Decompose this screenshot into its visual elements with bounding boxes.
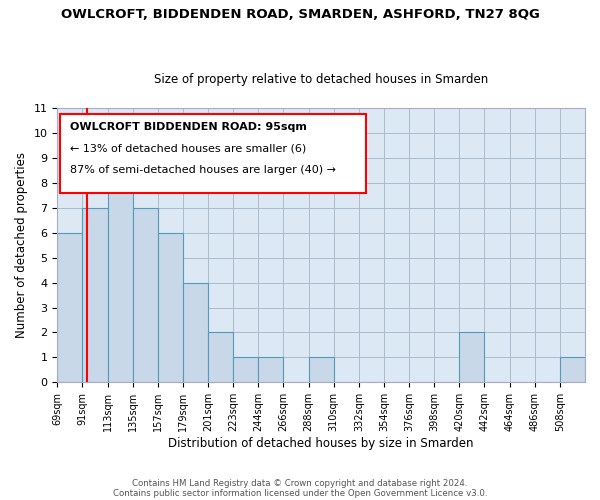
Bar <box>133 208 158 382</box>
Title: Size of property relative to detached houses in Smarden: Size of property relative to detached ho… <box>154 73 488 86</box>
Y-axis label: Number of detached properties: Number of detached properties <box>15 152 28 338</box>
Text: Contains HM Land Registry data © Crown copyright and database right 2024.: Contains HM Land Registry data © Crown c… <box>132 478 468 488</box>
Bar <box>560 358 585 382</box>
Bar <box>183 282 208 382</box>
Bar <box>158 232 183 382</box>
Bar <box>107 158 133 382</box>
Text: OWLCROFT, BIDDENDEN ROAD, SMARDEN, ASHFORD, TN27 8QG: OWLCROFT, BIDDENDEN ROAD, SMARDEN, ASHFO… <box>61 8 539 20</box>
Text: Contains public sector information licensed under the Open Government Licence v3: Contains public sector information licen… <box>113 488 487 498</box>
Text: OWLCROFT BIDDENDEN ROAD: 95sqm: OWLCROFT BIDDENDEN ROAD: 95sqm <box>70 122 307 132</box>
Bar <box>460 332 484 382</box>
Bar <box>308 358 334 382</box>
Bar <box>57 232 82 382</box>
Bar <box>259 358 283 382</box>
Bar <box>82 208 107 382</box>
Bar <box>233 358 259 382</box>
X-axis label: Distribution of detached houses by size in Smarden: Distribution of detached houses by size … <box>169 437 474 450</box>
Text: 87% of semi-detached houses are larger (40) →: 87% of semi-detached houses are larger (… <box>70 164 336 174</box>
Bar <box>208 332 233 382</box>
Text: ← 13% of detached houses are smaller (6): ← 13% of detached houses are smaller (6) <box>70 144 306 154</box>
